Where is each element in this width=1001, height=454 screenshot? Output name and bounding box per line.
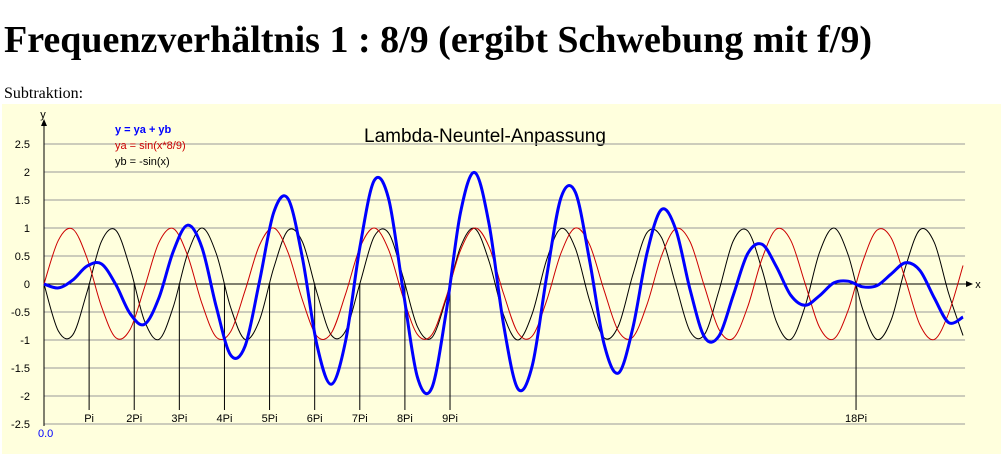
y-tick-label: -1.5 <box>11 363 30 375</box>
x-axis-label: x <box>975 279 981 291</box>
x-tick-label: 6Pi <box>307 413 323 425</box>
y-tick-label: 1.5 <box>15 195 30 207</box>
y-tick-label: 0 <box>24 279 30 291</box>
y-tick-label: -2.5 <box>11 419 30 431</box>
y-tick-label: 1 <box>24 223 30 235</box>
y-tick-label: 2.5 <box>15 139 30 151</box>
chart-title: Lambda-Neuntel-Anpassung <box>364 126 606 147</box>
y-tick-label: -2 <box>20 391 30 403</box>
legend-entry: yb = -sin(x) <box>115 156 170 168</box>
x-tick-label: 3Pi <box>171 413 187 425</box>
x-tick-label: 8Pi <box>397 413 413 425</box>
y-axis-label: y <box>40 109 46 121</box>
legend-entry: ya = sin(x*8/9) <box>115 140 186 152</box>
x-axis-arrow <box>966 281 974 287</box>
x-tick-label: Pi <box>84 413 94 425</box>
series-line <box>43 227 964 341</box>
origin-label: 0.0 <box>38 428 53 440</box>
y-tick-label: -1 <box>20 335 30 347</box>
series-line <box>43 171 964 396</box>
x-tick-label: 9Pi <box>442 413 458 425</box>
x-tick-label: 18Pi <box>845 413 867 425</box>
x-tick-label: 5Pi <box>262 413 278 425</box>
y-tick-label: 0.5 <box>15 251 30 263</box>
legend-entry: y = ya + yb <box>115 124 172 136</box>
x-tick-label: 7Pi <box>352 413 368 425</box>
y-axis-arrow <box>41 119 47 126</box>
page-subtitle: Subtraktion: <box>4 85 83 102</box>
y-tick-label: 2 <box>24 167 30 179</box>
page-title: Frequenzverhältnis 1 : 8/9 (ergibt Schwe… <box>4 19 872 61</box>
y-tick-label: -0.5 <box>11 307 30 319</box>
x-tick-label: 4Pi <box>216 413 232 425</box>
x-tick-label: 2Pi <box>126 413 142 425</box>
series-line <box>43 227 964 341</box>
